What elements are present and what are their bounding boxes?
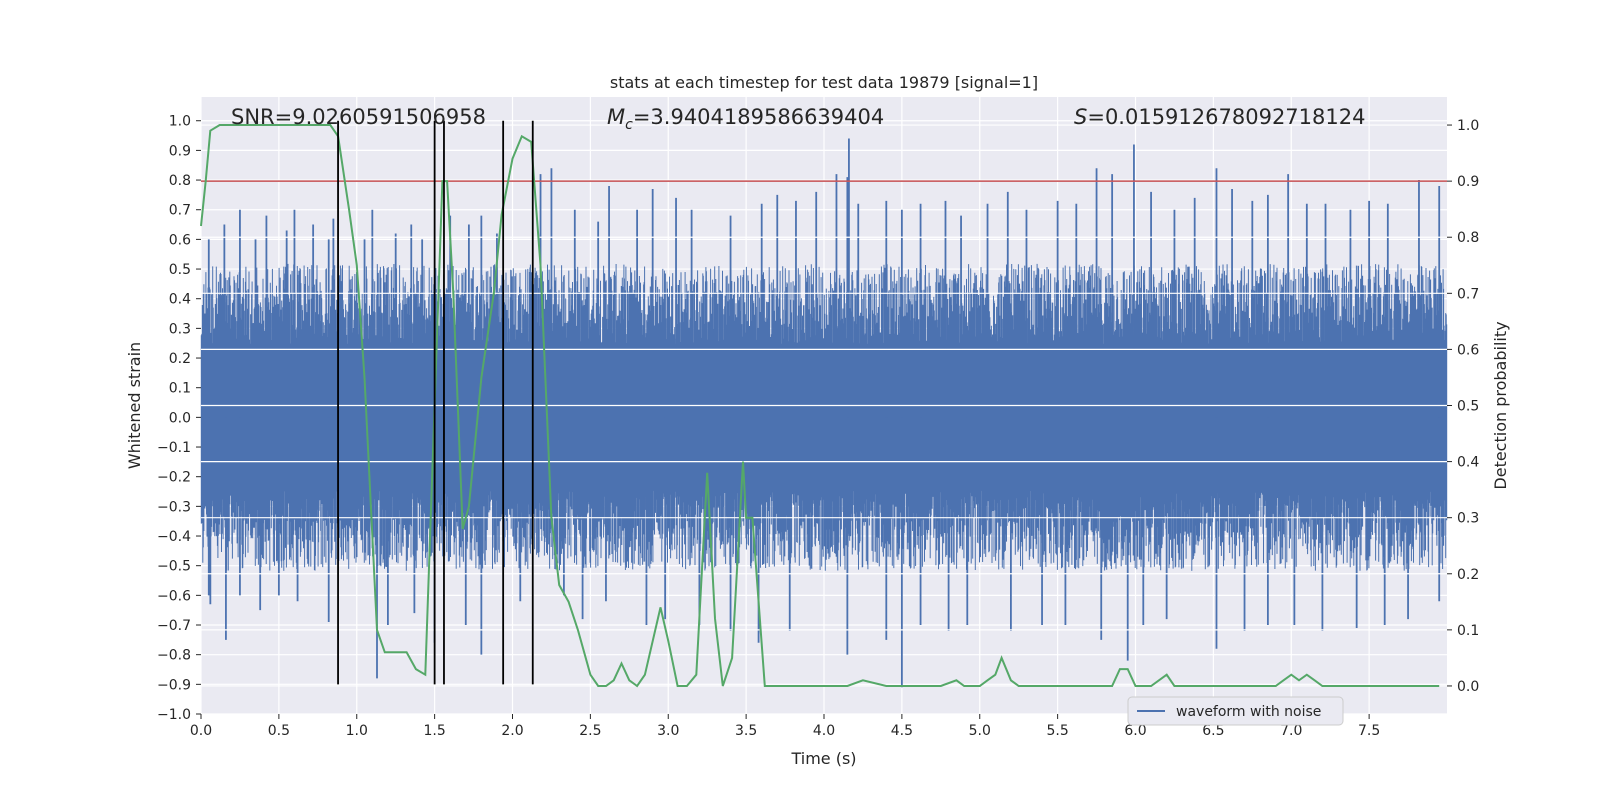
snr-annotation: SNR=9.0260591506958 xyxy=(231,105,486,129)
y2-tick-label: 0.0 xyxy=(1457,679,1479,695)
y2-tick-label: 0.2 xyxy=(1457,567,1479,583)
event-lines xyxy=(337,120,534,685)
x-tick-label: 0.5 xyxy=(268,723,290,739)
y2-tick-label: 0.9 xyxy=(1457,174,1479,190)
y-tick-label: 0.3 xyxy=(169,321,191,337)
chirp-mass-annotation-prefix: M xyxy=(607,105,625,129)
y-tick-label: −0.5 xyxy=(157,559,191,575)
y-tick-label: −0.7 xyxy=(157,618,191,634)
y-tick-label: −0.3 xyxy=(157,499,191,515)
y2-tick-label: 0.8 xyxy=(1457,230,1479,246)
legend-box xyxy=(1127,696,1344,726)
x-tick-label: 2.5 xyxy=(579,723,601,739)
y-tick-label: −0.1 xyxy=(157,440,191,456)
x-tick-label: 3.5 xyxy=(735,723,757,739)
y2-tick-label: 0.6 xyxy=(1457,342,1479,358)
y2-tick-label: 0.1 xyxy=(1457,623,1479,639)
y2-tick-label: 0.3 xyxy=(1457,511,1479,527)
y-tick-label: 0.7 xyxy=(169,203,191,219)
x-tick-label: 5.5 xyxy=(1046,723,1068,739)
x-tick-label: 0.0 xyxy=(190,723,212,739)
y2-tick-label: 0.5 xyxy=(1457,399,1479,415)
y-tick-label: 0.2 xyxy=(169,351,191,367)
x-tick-label: 7.0 xyxy=(1280,723,1302,739)
y-tick-label: −0.6 xyxy=(157,588,191,604)
x-tick-label: 6.5 xyxy=(1202,723,1224,739)
y-tick-label: 0.4 xyxy=(169,292,191,308)
s-annotation-value: =0.015912678092718124 xyxy=(1087,105,1365,129)
x-tick-label: 5.0 xyxy=(969,723,991,739)
waveform-noise xyxy=(200,263,1448,571)
axes: 0.0 0.5 1.0 1.5 2.0 2.5 3.0 3.5 4.0 4.5 5.0 5.5 6.0 6… xyxy=(157,114,1479,739)
y-tick-label: −0.2 xyxy=(157,470,191,486)
chirp-mass-annotation-value: =3.9404189586639404 xyxy=(633,105,884,129)
x-tick-label: 3.0 xyxy=(657,723,679,739)
y-tick-label: −0.4 xyxy=(157,529,191,545)
y-tick-label: 0.6 xyxy=(169,232,191,248)
y-tick-label: −0.8 xyxy=(157,648,191,664)
y2-axis-label: Detection probability xyxy=(1491,321,1510,489)
y-tick-label: −0.9 xyxy=(157,677,191,693)
snr-annotation-prefix: SNR xyxy=(231,105,275,129)
y-tick-label: 0.8 xyxy=(169,173,191,189)
detection-probability-line xyxy=(200,124,1440,688)
y-tick-label: 1.0 xyxy=(169,114,191,130)
x-tick-label: 6.0 xyxy=(1124,723,1146,739)
y-tick-label: 0.1 xyxy=(169,381,191,397)
chirp-mass-annotation: Mc=3.9404189586639404 xyxy=(607,105,884,133)
x-tick-label: 4.0 xyxy=(813,723,835,739)
x-tick-label: 7.5 xyxy=(1358,723,1380,739)
x-tick-label: 2.0 xyxy=(501,723,523,739)
y2-tick-label: 0.7 xyxy=(1457,286,1479,302)
chart-title: stats at each timestep for test data 198… xyxy=(610,73,1038,92)
x-tick-label: 1.5 xyxy=(423,723,445,739)
y2-tick-label: 0.4 xyxy=(1457,455,1479,471)
legend-entry-label: waveform with noise xyxy=(1176,704,1321,720)
y-tick-label: 0.0 xyxy=(169,410,191,426)
y2-tick-label: 1.0 xyxy=(1457,118,1479,134)
x-tick-label: 1.0 xyxy=(346,723,368,739)
s-annotation-prefix: S xyxy=(1074,105,1087,129)
snr-annotation-value: =9.0260591506958 xyxy=(275,105,486,129)
y-tick-label: 0.9 xyxy=(169,143,191,159)
y-tick-label: 0.5 xyxy=(169,262,191,278)
s-annotation: S=0.015912678092718124 xyxy=(1074,105,1365,129)
y-axis-label: Whitened strain xyxy=(125,342,144,469)
y-tick-label: −1.0 xyxy=(157,707,191,723)
chirp-mass-annotation-subscript: c xyxy=(625,117,633,133)
waveform-series xyxy=(200,124,1448,688)
x-tick-label: 4.5 xyxy=(891,723,913,739)
x-axis-label: Time (s) xyxy=(790,749,856,768)
legend: waveform with noise xyxy=(1127,696,1344,726)
probability-series xyxy=(200,124,1440,688)
